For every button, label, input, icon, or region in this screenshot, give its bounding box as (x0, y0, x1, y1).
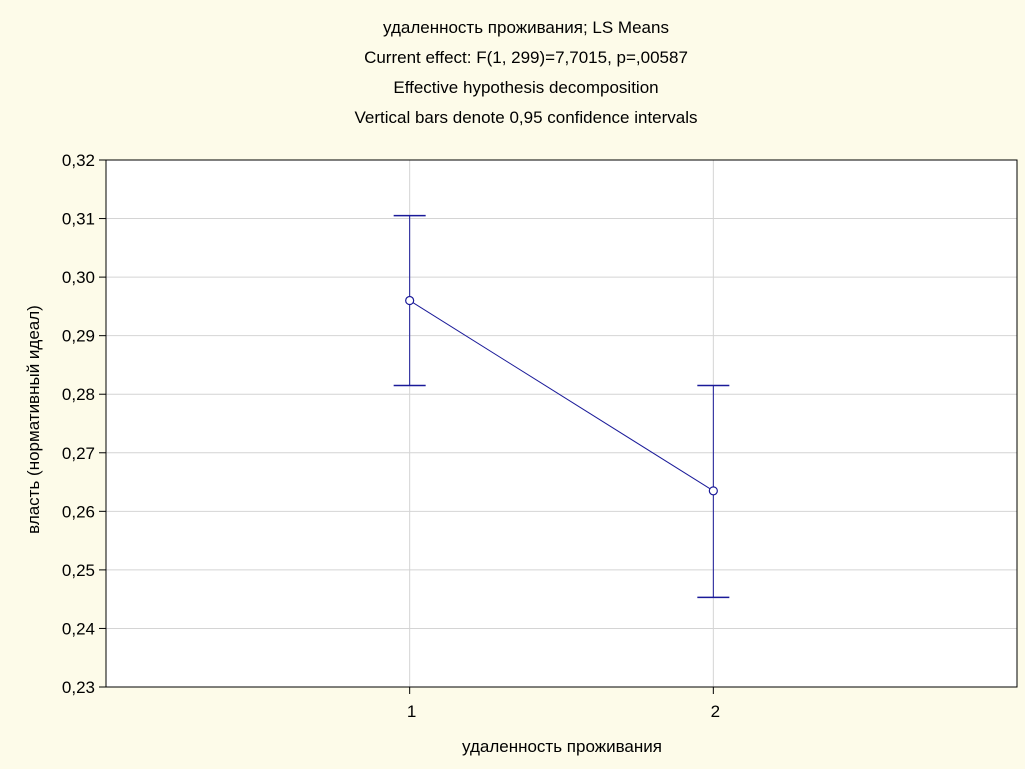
x-tick-label: 1 (407, 702, 416, 721)
data-point (708, 486, 718, 496)
chart-title-line: удаленность проживания; LS Means (383, 18, 669, 37)
y-tick-label: 0,32 (62, 151, 95, 170)
y-axis-ticks: 0,23 0,24 0,25 0,26 0,27 0,28 0,29 0,30 0,31 0,32 (62, 151, 106, 697)
y-tick-label: 0,31 (62, 210, 95, 229)
y-tick-label: 0,24 (62, 619, 95, 638)
y-tick-label: 0,26 (62, 502, 95, 521)
chart-title-line: Current effect: F(1, 299)=7,7015, p=,005… (364, 48, 688, 67)
gridlines (106, 160, 1017, 687)
y-tick-label: 0,23 (62, 678, 95, 697)
y-axis-label: власть (нормативный идеал) (24, 305, 43, 534)
y-tick-label: 0,29 (62, 327, 95, 346)
x-axis-label: удаленность проживания (462, 737, 662, 756)
y-tick-label: 0,28 (62, 385, 95, 404)
series-group (393, 214, 730, 599)
y-tick-label: 0,27 (62, 444, 95, 463)
chart-title-line: Vertical bars denote 0,95 confidence int… (354, 108, 697, 127)
x-tick-label: 2 (711, 702, 720, 721)
y-tick-label: 0,25 (62, 561, 95, 580)
chart-title-line: Effective hypothesis decomposition (393, 78, 658, 97)
chart-title: удаленность проживания; LS Means Current … (354, 18, 697, 127)
series-line (409, 300, 714, 492)
y-tick-label: 0,30 (62, 268, 95, 287)
plot-frame (105, 159, 1018, 688)
data-point (405, 295, 415, 306)
plot-area (106, 160, 1017, 687)
